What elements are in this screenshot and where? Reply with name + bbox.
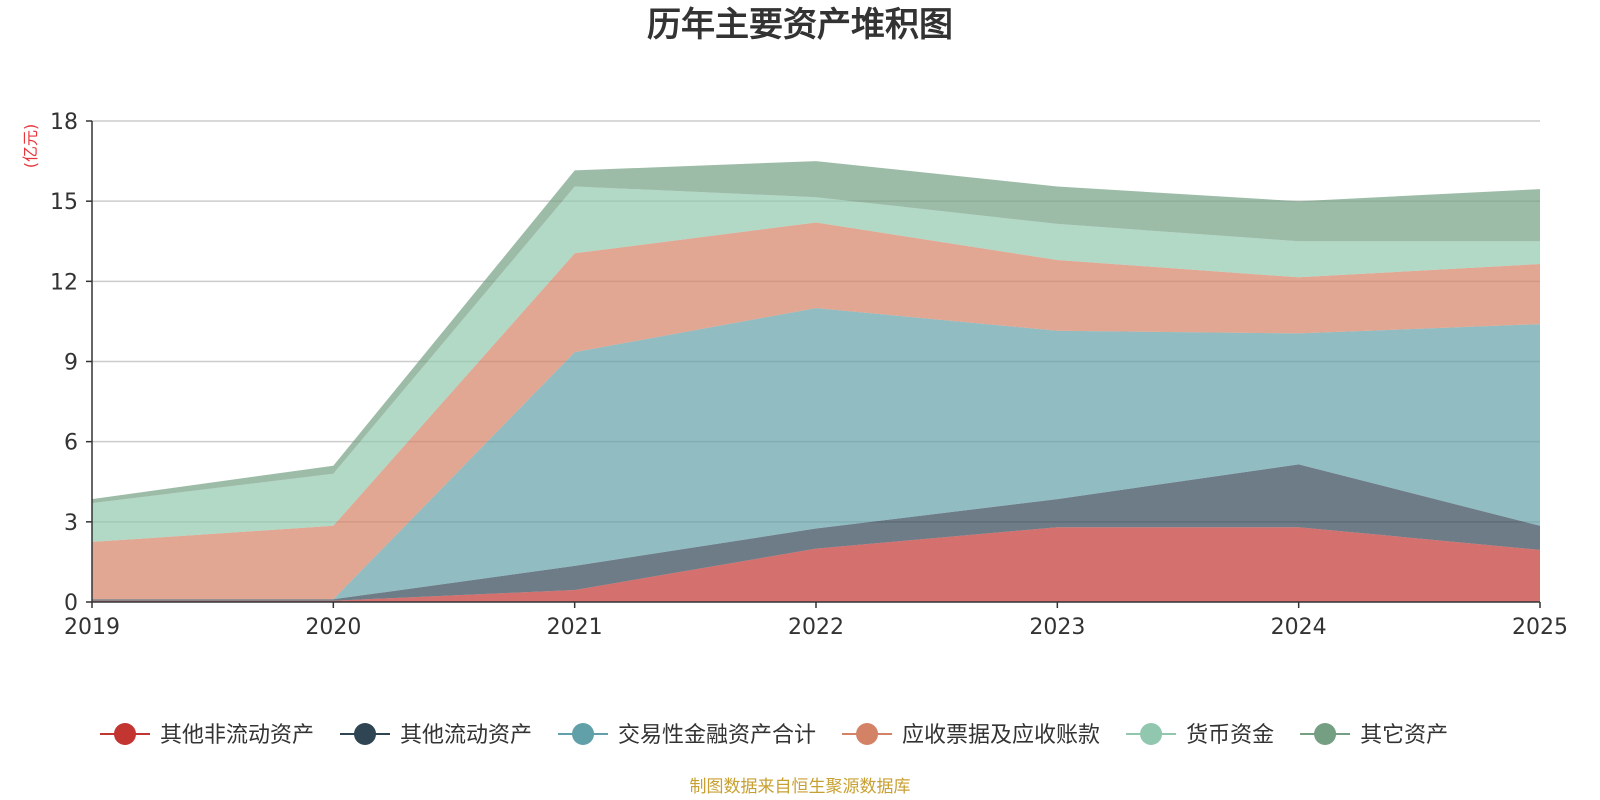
legend-item-2[interactable]: 其他流动资产 — [340, 723, 532, 748]
y-tick-label: 6 — [64, 431, 78, 456]
x-tick-label: 2019 — [64, 615, 120, 640]
data-source-note: 制图数据来自恒生聚源数据库 — [690, 777, 911, 797]
legend-marker — [114, 723, 136, 745]
area-series-4[interactable] — [92, 222, 1540, 600]
y-axis-unit-label: (亿元) — [21, 124, 40, 169]
legend-marker — [572, 723, 595, 745]
legend-item-4[interactable]: 应收票据及应收账款 — [842, 723, 1100, 748]
legend: 其他非流动资产 其他流动资产 交易性金融资产合计 应收票据及应收账款 货币资金 其它资产 — [100, 723, 1448, 748]
x-tick-label: 2023 — [1029, 615, 1085, 640]
legend-item-6[interactable]: 其它资产 — [1300, 723, 1448, 748]
y-tick-label: 12 — [50, 270, 78, 295]
legend-label: 其他非流动资产 — [160, 723, 314, 748]
legend-label: 其它资产 — [1360, 723, 1448, 748]
x-tick-label: 2020 — [305, 615, 361, 640]
legend-label: 应收票据及应收账款 — [902, 723, 1100, 748]
x-tick-label: 2024 — [1271, 615, 1327, 640]
y-tick-label: 18 — [50, 110, 78, 135]
chart-title: 历年主要资产堆积图 — [647, 5, 953, 45]
x-tick-label: 2021 — [547, 615, 603, 640]
y-tick-label: 0 — [64, 591, 78, 616]
area-series-5[interactable] — [92, 186, 1540, 542]
area-series-3[interactable] — [92, 308, 1540, 600]
area-series-1[interactable] — [92, 527, 1540, 602]
y-tick-label: 15 — [50, 190, 78, 215]
axes: 0 3 6 9 12 15 18 2019 2020 2021 2022 2023 2024 2025 — [50, 110, 1568, 640]
y-tick-label: 9 — [64, 351, 78, 376]
x-tick-label: 2022 — [788, 615, 844, 640]
legend-marker — [856, 723, 879, 745]
legend-marker — [1314, 723, 1337, 745]
legend-label: 交易性金融资产合计 — [618, 723, 816, 748]
area-series-2[interactable] — [92, 464, 1540, 601]
legend-item-3[interactable]: 交易性金融资产合计 — [558, 723, 816, 748]
area-series-group — [92, 161, 1540, 602]
legend-item-5[interactable]: 货币资金 — [1126, 723, 1274, 748]
x-tick-label: 2025 — [1512, 615, 1568, 640]
y-tick-label: 3 — [64, 511, 78, 536]
legend-marker — [1140, 723, 1163, 745]
legend-marker — [354, 723, 377, 745]
legend-label: 其他流动资产 — [400, 723, 532, 748]
legend-item-1[interactable]: 其他非流动资产 — [100, 723, 314, 748]
legend-label: 货币资金 — [1186, 723, 1274, 748]
